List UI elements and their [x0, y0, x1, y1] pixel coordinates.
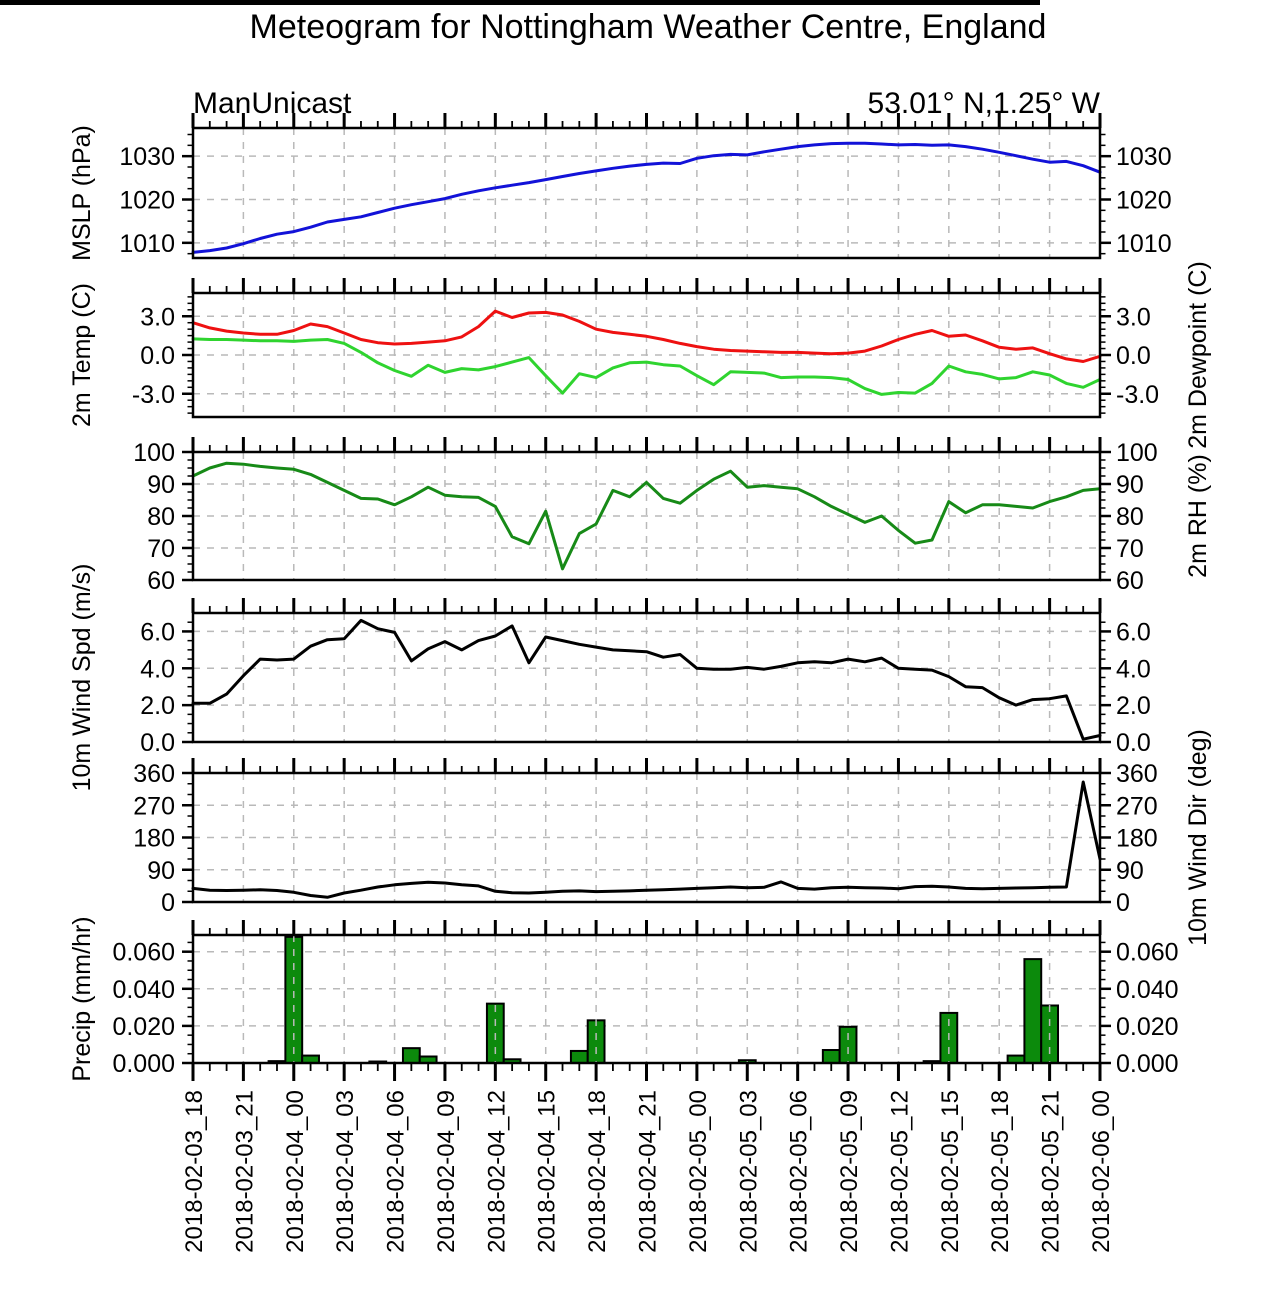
xtick-label: 2018-02-05_06: [786, 1090, 813, 1253]
ytick-right-mslp: 1030: [1116, 143, 1172, 171]
ytick-right-precip: 0.020: [1116, 1013, 1179, 1041]
ytick-right-rh: 90: [1116, 471, 1144, 499]
ytick-left-wdir: 360: [133, 760, 175, 788]
ytick-left-wdir: 90: [147, 857, 175, 885]
axis-title-left-precip: Precip (mm/hr): [68, 916, 96, 1081]
panel-temp: 3.0 3.0 0.0 0.0 -3.0 -3.0 2m Temp (C) 2m Dewpoi…: [68, 261, 1212, 449]
ytick-left-wdir: 0: [161, 889, 175, 917]
xtick-label: 2018-02-05_12: [886, 1090, 913, 1253]
precip-bars: [267, 935, 1060, 1065]
ytick-right-mslp: 1020: [1116, 187, 1172, 215]
ytick-left-wspd: 6.0: [140, 618, 175, 646]
xtick-label: 2018-02-05_03: [735, 1090, 762, 1253]
ytick-left-precip: 0.040: [112, 976, 175, 1004]
xtick-label: 2018-02-04_06: [383, 1090, 410, 1253]
xtick-label: 2018-02-05_15: [937, 1090, 964, 1253]
x-axis-labels: 2018-02-03_18 2018-02-03_21 2018-02-04_00 2…: [181, 1090, 1115, 1253]
xtick-label: 2018-02-04_12: [483, 1090, 510, 1253]
axis-title-right-temp: 2m Dewpoint (C): [1184, 261, 1212, 449]
ytick-left-wspd: 2.0: [140, 692, 175, 720]
chart-title: Meteogram for Nottingham Weather Centre,…: [250, 8, 1047, 46]
ytick-right-mslp: 1010: [1116, 230, 1172, 258]
ytick-left-rh: 60: [147, 567, 175, 595]
axis-title-left-wspd: 10m Wind Spd (m/s): [68, 564, 96, 792]
ytick-right-wdir: 0: [1116, 889, 1130, 917]
series-mslp-mslp_line: [191, 141, 1102, 254]
ytick-right-wspd: 0.0: [1116, 729, 1151, 757]
ytick-right-temp: 0.0: [1116, 342, 1151, 370]
ytick-right-wspd: 6.0: [1116, 618, 1151, 646]
credit-label: ManUnicast: [193, 87, 352, 120]
ytick-right-rh: 80: [1116, 503, 1144, 531]
xtick-label: 2018-02-04_21: [635, 1090, 662, 1253]
ytick-left-rh: 100: [133, 439, 175, 467]
axis-title-right-rh: 2m RH (%): [1184, 454, 1212, 578]
xtick-label: 2018-02-06_00: [1088, 1090, 1115, 1253]
ytick-left-rh: 90: [147, 471, 175, 499]
ytick-right-wdir: 180: [1116, 825, 1158, 853]
ytick-left-mslp: 1010: [119, 230, 175, 258]
series-wspd-wind_line: [191, 618, 1102, 741]
series-temp-temp_line: [191, 309, 1102, 363]
ytick-left-precip: 0.020: [112, 1013, 175, 1041]
axis-title-right-wdir: 10m Wind Dir (deg): [1184, 729, 1212, 946]
axis-title-left-mslp: MSLP (hPa): [68, 125, 96, 261]
ytick-left-mslp: 1020: [119, 187, 175, 215]
ytick-right-rh: 70: [1116, 535, 1144, 563]
ytick-right-precip: 0.040: [1116, 976, 1179, 1004]
ytick-right-rh: 60: [1116, 567, 1144, 595]
ytick-left-wspd: 0.0: [140, 729, 175, 757]
panel-wspd: 6.0 6.0 4.0 4.0 2.0 2.0 0.0 0.0 10m Wind Spd (m/…: [68, 564, 1151, 792]
ytick-left-temp: 0.0: [140, 342, 175, 370]
ytick-left-mslp: 1030: [119, 143, 175, 171]
xtick-label: 2018-02-05_18: [987, 1090, 1014, 1253]
panel-wdir: 360 360 270 270 180 180 90 90 0 0 10m Wind Dir (de…: [133, 729, 1212, 946]
xtick-label: 2018-02-04_09: [433, 1090, 460, 1253]
ytick-right-temp: -3.0: [1116, 381, 1159, 409]
ytick-left-temp: -3.0: [132, 381, 175, 409]
ytick-right-wspd: 2.0: [1116, 692, 1151, 720]
xtick-label: 2018-02-05_09: [836, 1090, 863, 1253]
ytick-right-temp: 3.0: [1116, 303, 1151, 331]
top-border-bar: [0, 0, 1040, 5]
ytick-left-wdir: 180: [133, 825, 175, 853]
ytick-left-precip: 0.060: [112, 939, 175, 967]
xtick-label: 2018-02-04_00: [282, 1090, 309, 1253]
ytick-left-precip: 0.000: [112, 1050, 175, 1078]
ytick-right-wdir: 360: [1116, 760, 1158, 788]
xtick-label: 2018-02-04_03: [332, 1090, 359, 1253]
series-wdir-wind_line: [191, 780, 1102, 899]
xtick-label: 2018-02-04_18: [584, 1090, 611, 1253]
ytick-left-temp: 3.0: [140, 303, 175, 331]
xtick-label: 2018-02-05_21: [1038, 1090, 1065, 1253]
series-temp-dewpoint_line: [191, 337, 1102, 396]
ytick-right-precip: 0.000: [1116, 1050, 1179, 1078]
series-rh-rh_line: [191, 461, 1102, 571]
ytick-left-wspd: 4.0: [140, 655, 175, 683]
location-label: 53.01° N,1.25° W: [868, 87, 1101, 120]
ytick-left-wdir: 270: [133, 792, 175, 820]
panel-precip: 0.060 0.060 0.040 0.040 0.020 0.020 0.000 0.000…: [68, 916, 1179, 1081]
ytick-right-wdir: 90: [1116, 857, 1144, 885]
panel-rh: 100 100 90 90 80 80 70 70 60 60 2m RH (%): [133, 437, 1212, 595]
ytick-right-wdir: 270: [1116, 792, 1158, 820]
xtick-label: 2018-02-03_21: [231, 1090, 258, 1253]
xtick-label: 2018-02-05_00: [685, 1090, 712, 1253]
panel-mslp: 1010 1010 1020 1020 1030 1030 MSLP (hPa): [68, 113, 1172, 261]
axis-title-left-temp: 2m Temp (C): [68, 283, 96, 427]
xtick-label: 2018-02-03_18: [181, 1090, 208, 1253]
ytick-left-rh: 70: [147, 535, 175, 563]
ytick-right-precip: 0.060: [1116, 939, 1179, 967]
ytick-left-rh: 80: [147, 503, 175, 531]
xtick-label: 2018-02-04_15: [534, 1090, 561, 1253]
ytick-right-wspd: 4.0: [1116, 655, 1151, 683]
ytick-right-rh: 100: [1116, 439, 1158, 467]
